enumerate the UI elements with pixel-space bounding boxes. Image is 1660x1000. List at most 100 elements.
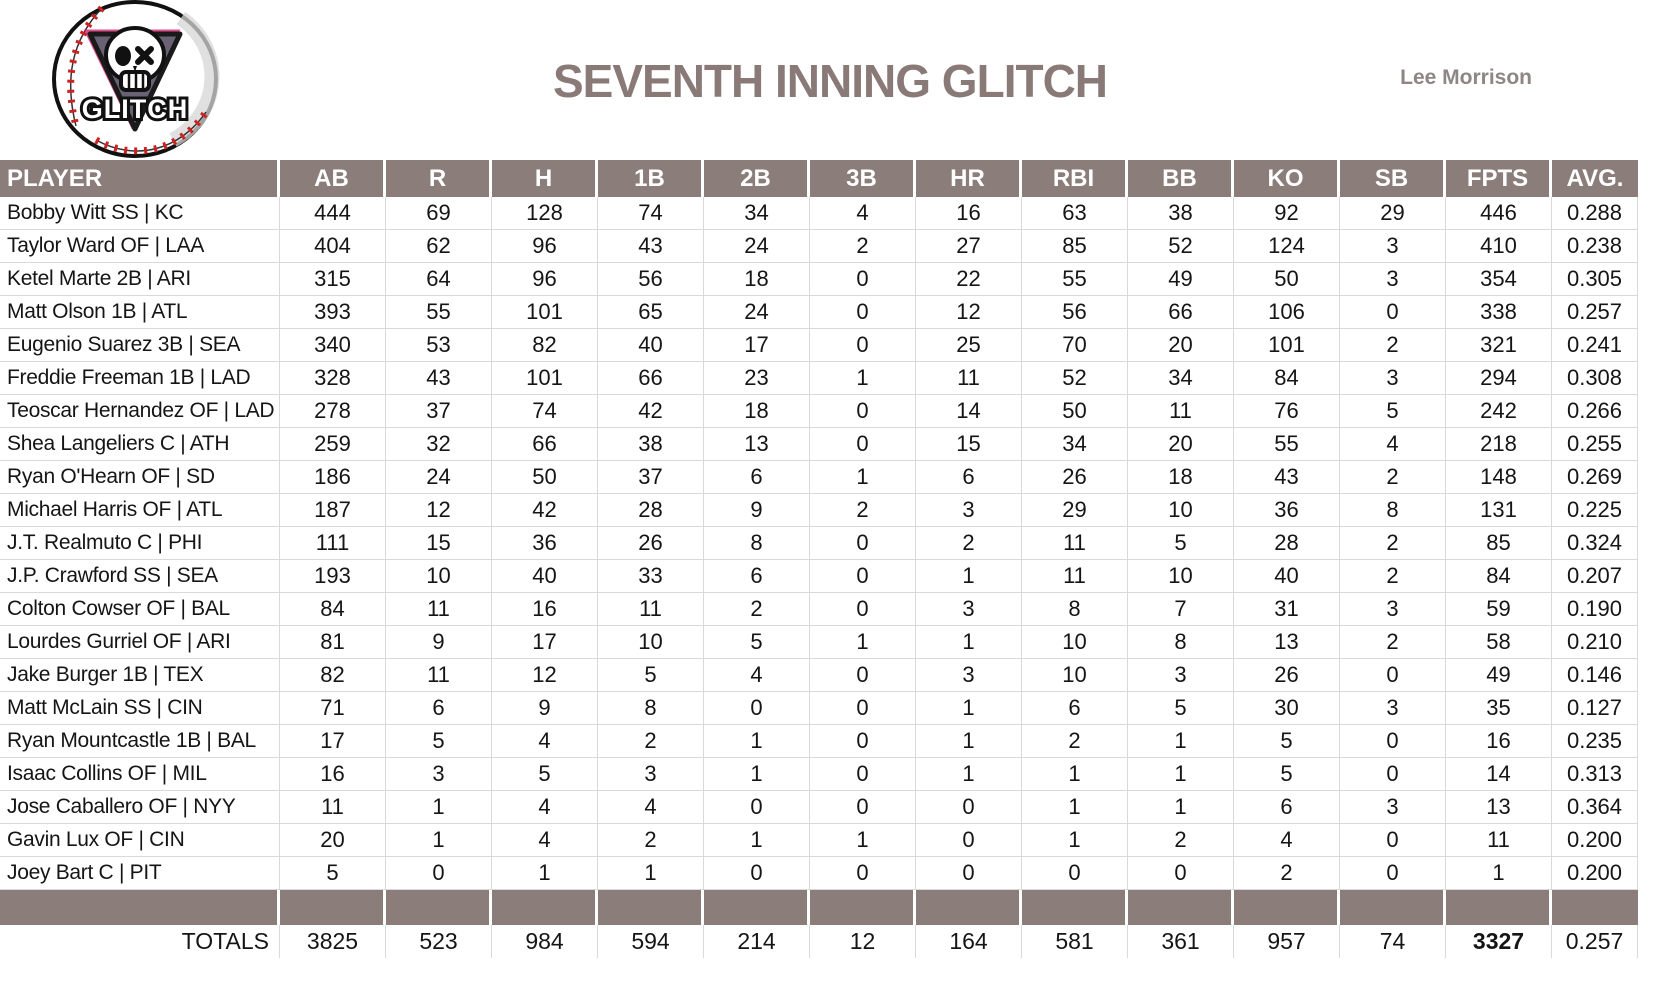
stat-cell: 0.257 — [1552, 296, 1638, 329]
table-row: Matt McLain SS | CIN 71 6 9 8 0 0 1 6 5 30 3 35 0.127 — [0, 692, 1638, 725]
spacer-cell — [1340, 890, 1446, 925]
stat-cell: 321 — [1446, 329, 1552, 362]
stat-cell: 85 — [1022, 230, 1128, 263]
stat-cell: 14 — [1446, 758, 1552, 791]
stat-cell: 4 — [1234, 824, 1340, 857]
stat-cell: 0 — [810, 395, 916, 428]
stat-cell: 18 — [704, 263, 810, 296]
stat-cell: 0.324 — [1552, 527, 1638, 560]
stat-cell: 18 — [704, 395, 810, 428]
stat-cell: 131 — [1446, 494, 1552, 527]
stat-cell: 13 — [704, 428, 810, 461]
stat-cell: 0 — [916, 791, 1022, 824]
stat-cell: 55 — [1234, 428, 1340, 461]
stat-cell: 0 — [1340, 824, 1446, 857]
logo-wordmark: GLITCH — [82, 94, 189, 124]
stat-cell: 30 — [1234, 692, 1340, 725]
column-header-ab: AB — [280, 160, 386, 197]
player-cell: Teoscar Hernandez OF | LAD — [0, 395, 280, 428]
stat-cell: 3 — [1340, 692, 1446, 725]
stat-cell: 5 — [492, 758, 598, 791]
totals-cell: 523 — [386, 925, 492, 958]
totals-cell: 594 — [598, 925, 704, 958]
stat-cell: 1 — [1022, 824, 1128, 857]
stat-cell: 43 — [1234, 461, 1340, 494]
spacer-cell — [704, 890, 810, 925]
stat-cell: 6 — [1234, 791, 1340, 824]
stat-cell: 4 — [492, 824, 598, 857]
stat-cell: 1 — [916, 626, 1022, 659]
stat-cell: 3 — [916, 494, 1022, 527]
stat-cell: 5 — [1128, 692, 1234, 725]
table-row: Ryan O'Hearn OF | SD 186 24 50 37 6 1 6 26 18 43 2 1… — [0, 461, 1638, 494]
column-header-1b: 1B — [598, 160, 704, 197]
stat-cell: 22 — [916, 263, 1022, 296]
header-row: PLAYER AB R H 1B 2B 3B HR RBI BB KO SB FPTS AVG. — [0, 160, 1638, 197]
stat-cell: 5 — [598, 659, 704, 692]
stat-cell: 2 — [810, 230, 916, 263]
stat-cell: 0 — [810, 263, 916, 296]
stat-cell: 2 — [704, 593, 810, 626]
stat-cell: 1 — [1128, 758, 1234, 791]
stat-cell: 4 — [810, 197, 916, 230]
column-header-sb: SB — [1340, 160, 1446, 197]
stat-cell: 37 — [598, 461, 704, 494]
stat-cell: 25 — [916, 329, 1022, 362]
stat-cell: 3 — [1340, 791, 1446, 824]
stat-cell: 2 — [1340, 527, 1446, 560]
stat-cell: 1 — [386, 791, 492, 824]
stat-cell: 101 — [1234, 329, 1340, 362]
stat-cell: 70 — [1022, 329, 1128, 362]
totals-cell: 164 — [916, 925, 1022, 958]
stat-cell: 59 — [1446, 593, 1552, 626]
stat-cell: 5 — [1128, 527, 1234, 560]
stat-cell: 15 — [916, 428, 1022, 461]
stat-cell: 5 — [1234, 758, 1340, 791]
totals-cell: 984 — [492, 925, 598, 958]
glitch-baseball-logo-graphic: GLITCH — [52, 0, 220, 158]
totals-cell: 74 — [1340, 925, 1446, 958]
player-cell: Ketel Marte 2B | ARI — [0, 263, 280, 296]
stat-cell: 55 — [1022, 263, 1128, 296]
stat-cell: 5 — [704, 626, 810, 659]
stat-cell: 28 — [598, 494, 704, 527]
stat-cell: 11 — [916, 362, 1022, 395]
stat-cell: 0 — [810, 758, 916, 791]
player-cell: Eugenio Suarez 3B | SEA — [0, 329, 280, 362]
column-header-player: PLAYER — [0, 160, 280, 197]
totals-cell: 12 — [810, 925, 916, 958]
player-cell: J.P. Crawford SS | SEA — [0, 560, 280, 593]
stat-cell: 1 — [916, 692, 1022, 725]
stat-cell: 2 — [1340, 560, 1446, 593]
stat-cell: 0.238 — [1552, 230, 1638, 263]
stat-cell: 0.210 — [1552, 626, 1638, 659]
stat-cell: 278 — [280, 395, 386, 428]
stat-cell: 20 — [1128, 428, 1234, 461]
column-header-ko: KO — [1234, 160, 1340, 197]
stat-cell: 1 — [810, 461, 916, 494]
stat-cell: 5 — [1340, 395, 1446, 428]
table-body: Bobby Witt SS | KC 444 69 128 74 34 4 16 63 38 92 2… — [0, 197, 1638, 958]
stat-cell: 0 — [916, 824, 1022, 857]
stat-cell: 15 — [386, 527, 492, 560]
table-row: Matt Olson 1B | ATL 393 55 101 65 24 0 12 56 66 10… — [0, 296, 1638, 329]
owner-name: Lee Morrison — [1400, 66, 1532, 89]
stat-cell: 148 — [1446, 461, 1552, 494]
stat-cell: 0 — [704, 692, 810, 725]
table-row: Michael Harris OF | ATL 187 12 42 28 9 2 3 29 10 3… — [0, 494, 1638, 527]
stat-cell: 0 — [810, 296, 916, 329]
stat-cell: 1 — [386, 824, 492, 857]
stat-cell: 124 — [1234, 230, 1340, 263]
stat-cell: 34 — [1128, 362, 1234, 395]
stat-cell: 4 — [704, 659, 810, 692]
stat-cell: 56 — [1022, 296, 1128, 329]
stat-cell: 354 — [1446, 263, 1552, 296]
stat-cell: 242 — [1446, 395, 1552, 428]
stat-cell: 2 — [1340, 329, 1446, 362]
totals-cell: 214 — [704, 925, 810, 958]
stat-cell: 2 — [1022, 725, 1128, 758]
spacer-cell — [1234, 890, 1340, 925]
stat-cell: 0.305 — [1552, 263, 1638, 296]
stat-cell: 9 — [704, 494, 810, 527]
totals-cell: 3327 — [1446, 925, 1552, 958]
